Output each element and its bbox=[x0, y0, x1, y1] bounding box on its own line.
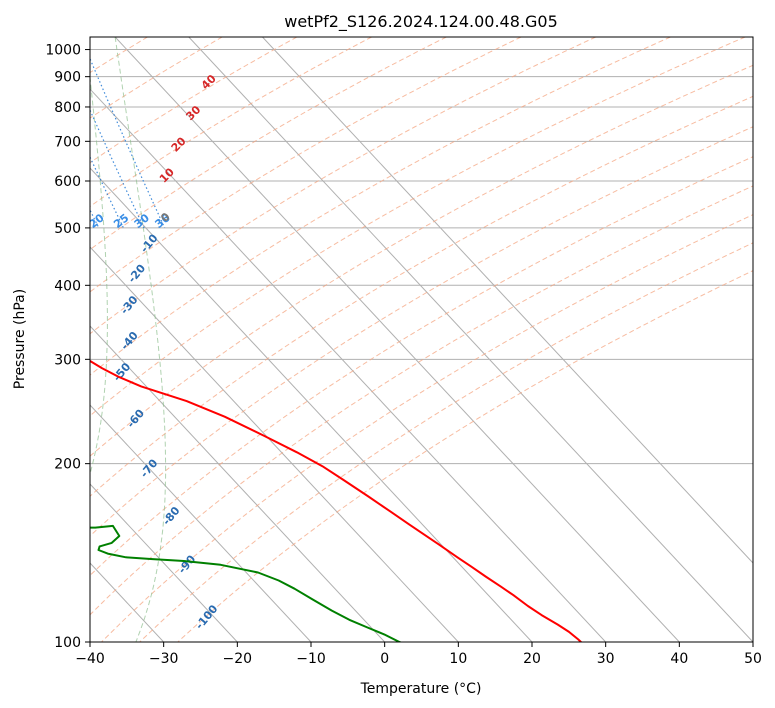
dry-adiabat-line bbox=[90, 156, 753, 577]
dry-adiabat-label: -60 bbox=[124, 407, 147, 431]
y-tick-label: 500 bbox=[54, 221, 81, 237]
y-tick-label: 700 bbox=[54, 134, 81, 150]
mixing-ratio-line bbox=[90, 57, 166, 229]
moist-adiabat-label: 20 bbox=[169, 134, 189, 154]
isotherm-line bbox=[114, 37, 680, 642]
dry-adiabat-label: -50 bbox=[111, 360, 134, 384]
x-axis-label: Temperature (°C) bbox=[360, 681, 482, 697]
y-tick-label: 900 bbox=[54, 70, 81, 86]
isotherm-line bbox=[188, 37, 753, 642]
chart-title: wetPf2_S126.2024.124.00.48.G05 bbox=[284, 12, 558, 32]
dry-adiabat-line bbox=[90, 37, 298, 164]
mixing-ratio-label: 10 bbox=[13, 211, 33, 231]
isotherm-line bbox=[90, 404, 312, 642]
dry-adiabat-label: -20 bbox=[125, 262, 148, 286]
x-tick-label: 20 bbox=[523, 651, 541, 667]
isotherm-line bbox=[90, 167, 533, 642]
x-tick-label: 10 bbox=[449, 651, 467, 667]
mixing-ratio-line bbox=[0, 37, 25, 228]
x-axis: −40 −30 −20 −10 0 10 20 30 40 50 bbox=[75, 642, 762, 667]
isotherm-line bbox=[90, 483, 238, 642]
moist-adiabat-line bbox=[114, 37, 167, 642]
y-tick-label: 600 bbox=[54, 174, 81, 190]
dry-adiabat-line bbox=[90, 37, 372, 208]
dry-adiabat-line bbox=[90, 95, 753, 497]
dry-adiabat-line bbox=[90, 37, 746, 417]
isotherm-line bbox=[90, 325, 386, 642]
x-tick-label: −20 bbox=[223, 651, 253, 667]
moist-adiabat-label: 10 bbox=[157, 165, 177, 185]
x-tick-label: −10 bbox=[296, 651, 326, 667]
y-tick-label: 100 bbox=[54, 635, 81, 651]
dry-adiabat-line bbox=[139, 242, 753, 642]
x-tick-label: 0 bbox=[380, 651, 389, 667]
dry-adiabat-line bbox=[101, 214, 753, 642]
background-lines bbox=[0, 37, 753, 642]
plot-frame bbox=[89, 36, 754, 643]
dry-adiabat-line bbox=[90, 37, 522, 293]
y-tick-label: 300 bbox=[54, 352, 81, 368]
y-axis-label: Pressure (hPa) bbox=[12, 289, 28, 389]
x-tick-label: −40 bbox=[75, 651, 105, 667]
dry-adiabat-line bbox=[90, 185, 753, 616]
y-tick-label: 200 bbox=[54, 457, 81, 473]
x-tick-label: 50 bbox=[744, 651, 762, 667]
y-tick-label: 800 bbox=[54, 100, 81, 116]
dry-adiabat-line bbox=[90, 37, 447, 251]
mixing-ratio-line bbox=[90, 108, 145, 229]
mixing-ratio-line bbox=[0, 37, 2, 228]
dry-adiabat-line bbox=[177, 270, 753, 642]
profile-series bbox=[90, 359, 583, 642]
moist-adiabat-line bbox=[0, 37, 62, 642]
mixing-ratio-line bbox=[0, 37, 75, 228]
x-tick-label: 40 bbox=[670, 651, 688, 667]
moist-adiabat-label: 40 bbox=[199, 72, 219, 92]
dry-adiabat-line bbox=[90, 64, 753, 457]
mixing-ratio-label: 8 bbox=[0, 214, 7, 229]
dry-adiabat-line bbox=[90, 126, 753, 537]
mixing-ratio-line bbox=[90, 208, 100, 229]
dry-adiabat-line bbox=[90, 37, 223, 119]
isotherm-line bbox=[262, 37, 753, 564]
dry-adiabat-label: -40 bbox=[118, 329, 141, 353]
dry-adiabat-line bbox=[90, 37, 671, 376]
isotherm-line bbox=[90, 88, 607, 642]
mixing-ratio-line bbox=[0, 37, 52, 228]
x-tick-label: 30 bbox=[597, 651, 615, 667]
dry-adiabat-label: -30 bbox=[118, 293, 141, 317]
x-tick-label: −30 bbox=[149, 651, 179, 667]
mixing-ratio-line bbox=[90, 155, 125, 229]
y-tick-label: 1000 bbox=[45, 43, 81, 59]
dry-adiabat-label: -100 bbox=[193, 602, 221, 632]
dry-adiabat-label: -10 bbox=[138, 231, 161, 255]
y-tick-label: 400 bbox=[54, 278, 81, 294]
isotherm-line bbox=[90, 246, 459, 642]
temperature-profile-line bbox=[90, 359, 583, 642]
dewpoint-profile-line bbox=[90, 524, 403, 642]
moist-adiabat-label: 30 bbox=[183, 103, 203, 123]
y-axis: 100 200 300 400 500 600 700 800 900 1000 bbox=[45, 43, 90, 651]
dry-adiabat-line bbox=[0, 37, 73, 642]
dry-adiabat-line bbox=[90, 37, 596, 335]
